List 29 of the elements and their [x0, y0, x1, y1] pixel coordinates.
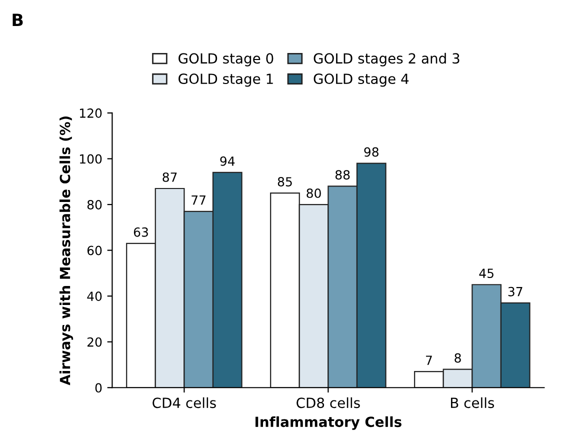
- legend-label: GOLD stage 4: [314, 74, 409, 87]
- x-tick-label: CD8 cells: [296, 397, 360, 408]
- data-label: 85: [278, 177, 292, 186]
- y-tick-label: 80: [87, 200, 102, 210]
- y-tick-label: 60: [87, 246, 102, 256]
- data-label: 8: [454, 353, 461, 363]
- y-tick-label: 40: [87, 292, 102, 301]
- data-label: 37: [508, 286, 522, 296]
- data-label: 7: [426, 356, 432, 365]
- legend-label: GOLD stages 2 and 3: [314, 52, 460, 66]
- x-axis-title: Inflammatory Cells: [256, 416, 402, 430]
- data-label: 77: [192, 196, 206, 205]
- data-label: 80: [306, 188, 321, 198]
- data-label: 98: [364, 147, 378, 157]
- data-label: 94: [220, 156, 235, 166]
- legend-label: GOLD stage 1: [178, 74, 273, 87]
- x-tick-label: B cells: [451, 397, 494, 408]
- y-tick-label: 100: [80, 154, 102, 164]
- y-axis-title: Airways with Measurable Cells (%): [60, 116, 74, 386]
- text: B: [12, 14, 23, 26]
- y-tick-label: 120: [80, 108, 102, 118]
- y-tick-label: 20: [87, 337, 102, 347]
- data-label: 63: [134, 227, 148, 237]
- data-label: 88: [335, 170, 350, 180]
- y-tick-label: 0: [95, 383, 102, 393]
- data-label: 45: [479, 268, 494, 278]
- x-tick-label: CD4 cells: [152, 397, 216, 408]
- data-label: 87: [162, 172, 177, 182]
- legend-label: GOLD stage 0: [178, 53, 274, 66]
